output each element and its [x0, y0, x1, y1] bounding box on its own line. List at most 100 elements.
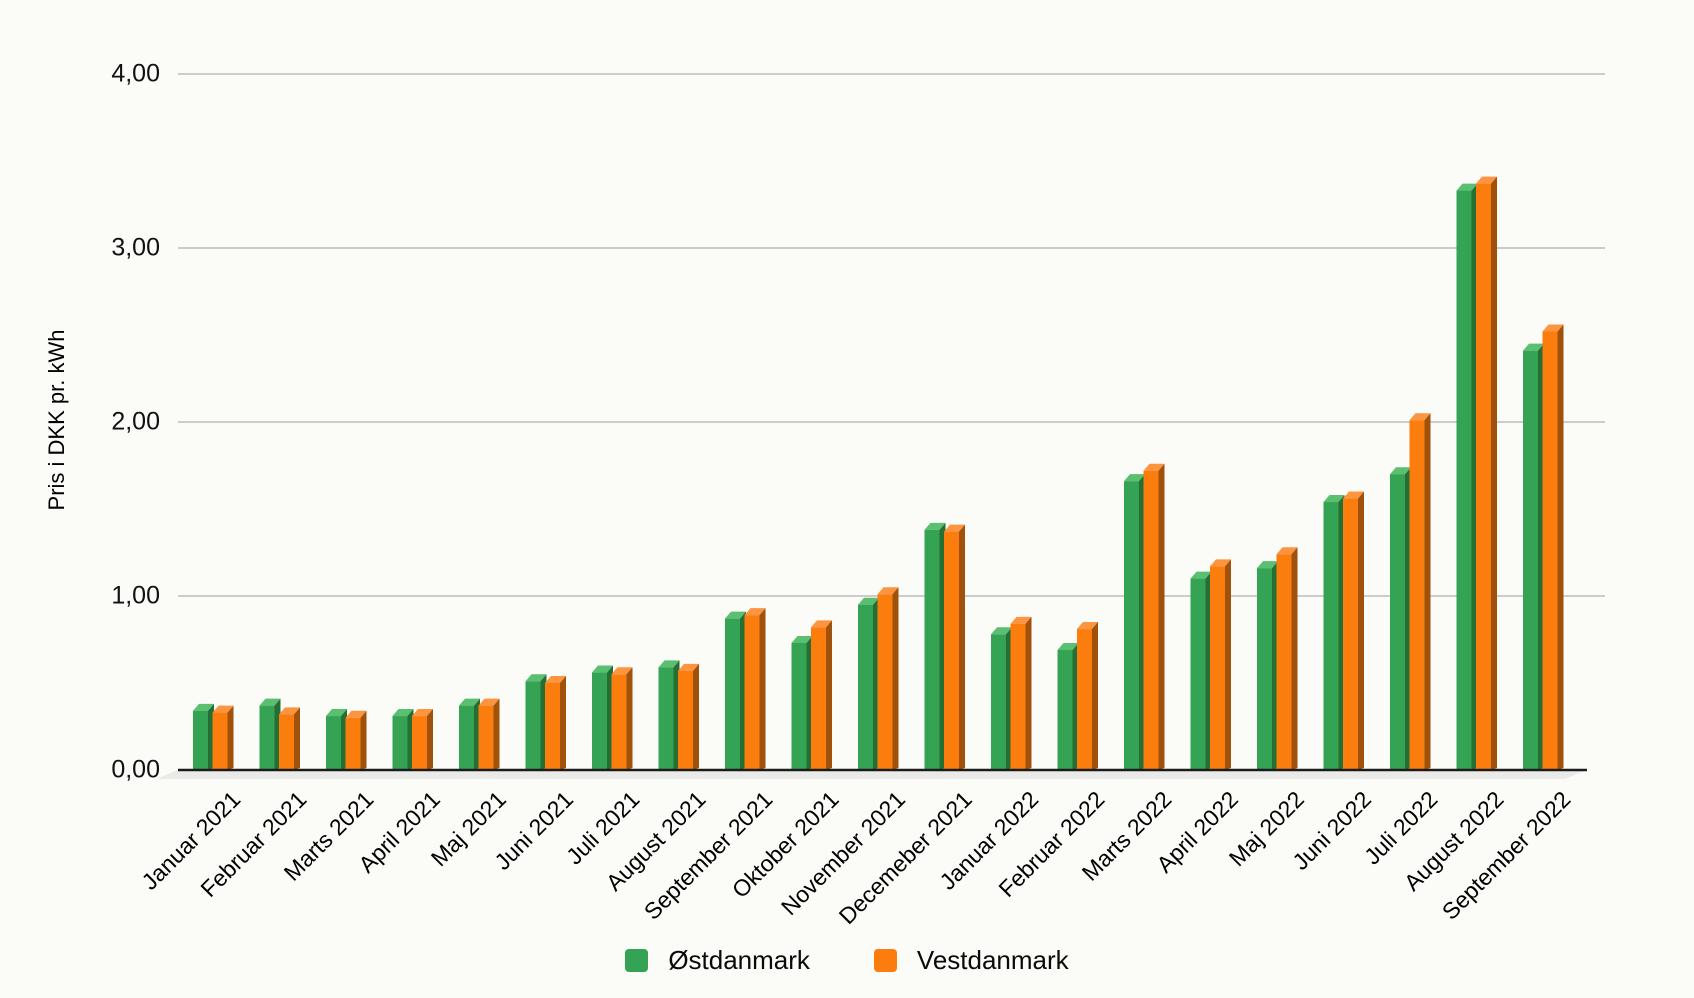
bar-top-vestdanmark-marts-2021: [345, 710, 367, 718]
bar-ostdanmark-marts-2022[interactable]: [1124, 481, 1139, 770]
y-tick-label-0,00: 0,00: [111, 755, 160, 784]
bar-top-vestdanmark-april-2021: [412, 709, 433, 717]
bar-side-vestdanmark-juni-2021: [560, 676, 566, 770]
bar-side-vestdanmark-maj-2022: [1291, 547, 1298, 770]
bar-side-vestdanmark-juli-2022: [1424, 413, 1431, 770]
bar-top-vestdanmark-april-2022: [1210, 559, 1231, 567]
bar-side-vestdanmark-februar-2021: [294, 707, 300, 770]
bar-side-vestdanmark-februar-2022: [1092, 622, 1098, 770]
bar-top-ostdanmark-august-2022: [1456, 183, 1478, 191]
bar-vestdanmark-juli-2021[interactable]: [611, 674, 627, 770]
bar-side-vestdanmark-decemeber-2021: [959, 524, 965, 770]
bar-side-vestdanmark-juni-2022: [1358, 491, 1364, 770]
bar-top-ostdanmark-maj-2021: [459, 698, 480, 706]
legend-swatch: [625, 949, 649, 972]
y-tick-label-4,00: 4,00: [111, 59, 160, 88]
bar-vestdanmark-marts-2022[interactable]: [1143, 470, 1159, 770]
bar-ostdanmark-januar-2022[interactable]: [991, 634, 1006, 770]
bar-top-vestdanmark-maj-2021: [478, 698, 500, 706]
bar-side-vestdanmark-marts-2022: [1158, 463, 1165, 770]
bar-top-vestdanmark-august-2022: [1476, 176, 1497, 184]
legend-item-vestdanmark[interactable]: Vestdanmark: [873, 945, 1069, 976]
bar-vestdanmark-juli-2022[interactable]: [1409, 420, 1425, 770]
bar-side-vestdanmark-oktober-2021: [826, 620, 832, 770]
bar-ostdanmark-august-2022[interactable]: [1456, 190, 1472, 770]
bar-side-vestdanmark-september-2022: [1557, 324, 1564, 770]
bar-vestdanmark-august-2022[interactable]: [1476, 183, 1491, 770]
bar-vestdanmark-marts-2021[interactable]: [345, 717, 361, 770]
bar-ostdanmark-decemeber-2021[interactable]: [924, 529, 940, 770]
bar-side-vestdanmark-marts-2021: [360, 710, 367, 770]
bar-top-vestdanmark-decemeber-2021: [944, 524, 965, 532]
bar-ostdanmark-juli-2021[interactable]: [592, 672, 607, 770]
bar-side-vestdanmark-juli-2021: [626, 667, 633, 770]
bar-top-vestdanmark-februar-2021: [279, 707, 300, 715]
bar-side-vestdanmark-januar-2021: [227, 705, 234, 770]
bar-vestdanmark-september-2021[interactable]: [744, 615, 760, 770]
bar-vestdanmark-januar-2022[interactable]: [1010, 623, 1026, 770]
bar-ostdanmark-juni-2021[interactable]: [525, 681, 541, 770]
chart-floor: [156, 770, 1587, 779]
legend-item-ostdanmark[interactable]: Østdanmark: [625, 945, 810, 976]
bar-ostdanmark-maj-2021[interactable]: [459, 705, 474, 770]
legend-label: Vestdanmark: [916, 945, 1069, 975]
bar-vestdanmark-november-2021[interactable]: [877, 594, 893, 770]
bar-ostdanmark-april-2022[interactable]: [1190, 578, 1206, 770]
bar-vestdanmark-august-2021[interactable]: [678, 670, 693, 770]
bar-top-vestdanmark-juni-2021: [545, 676, 566, 683]
bar-top-vestdanmark-august-2021: [678, 663, 699, 671]
y-tick-label-2,00: 2,00: [111, 407, 160, 436]
legend-label: Østdanmark: [668, 945, 810, 975]
bar-ostdanmark-november-2021[interactable]: [858, 604, 873, 770]
y-tick-label-1,00: 1,00: [111, 581, 160, 610]
bar-side-vestdanmark-april-2022: [1225, 559, 1231, 770]
bar-top-ostdanmark-juli-2021: [592, 665, 613, 673]
bar-side-vestdanmark-september-2021: [759, 608, 766, 770]
bar-vestdanmark-september-2022[interactable]: [1542, 331, 1558, 770]
bar-vestdanmark-april-2022[interactable]: [1210, 566, 1225, 770]
bar-top-vestdanmark-januar-2022: [1010, 616, 1032, 624]
bar-vestdanmark-maj-2021[interactable]: [478, 705, 494, 770]
bar-ostdanmark-juli-2022[interactable]: [1390, 474, 1405, 770]
bar-ostdanmark-oktober-2021[interactable]: [791, 642, 807, 770]
bar-vestdanmark-oktober-2021[interactable]: [811, 627, 826, 770]
bar-vestdanmark-februar-2021[interactable]: [279, 714, 294, 770]
bar-top-ostdanmark-juni-2022: [1323, 495, 1345, 503]
bar-ostdanmark-august-2021[interactable]: [658, 667, 674, 770]
legend-swatch: [873, 949, 897, 972]
y-axis-title: Pris i DKK pr. kWh: [44, 329, 69, 511]
bar-ostdanmark-januar-2021[interactable]: [193, 710, 208, 770]
bar-top-ostdanmark-juli-2022: [1390, 467, 1411, 475]
bar-top-ostdanmark-april-2022: [1190, 571, 1212, 579]
bar-top-ostdanmark-november-2021: [858, 597, 879, 605]
bar-top-vestdanmark-oktober-2021: [811, 620, 832, 628]
bar-ostdanmark-september-2022[interactable]: [1523, 350, 1538, 770]
bar-vestdanmark-maj-2022[interactable]: [1276, 554, 1292, 770]
bar-vestdanmark-decemeber-2021[interactable]: [944, 531, 959, 770]
bar-vestdanmark-februar-2022[interactable]: [1077, 629, 1092, 770]
bar-top-vestdanmark-september-2021: [744, 608, 766, 616]
bar-top-ostdanmark-marts-2021: [326, 709, 347, 717]
bar-ostdanmark-februar-2022[interactable]: [1057, 649, 1073, 770]
bar-vestdanmark-april-2021[interactable]: [412, 716, 427, 770]
bar-top-vestdanmark-september-2022: [1542, 324, 1564, 332]
bar-top-ostdanmark-februar-2022: [1057, 642, 1079, 650]
bar-top-ostdanmark-marts-2022: [1124, 474, 1145, 482]
bar-ostdanmark-juni-2022[interactable]: [1323, 502, 1339, 770]
bar-top-ostdanmark-oktober-2021: [791, 635, 813, 643]
bar-top-ostdanmark-september-2021: [725, 611, 746, 619]
bar-ostdanmark-april-2021[interactable]: [392, 716, 408, 770]
bar-ostdanmark-marts-2021[interactable]: [326, 716, 341, 770]
bar-top-ostdanmark-maj-2022: [1257, 561, 1278, 569]
bar-top-vestdanmark-marts-2022: [1143, 463, 1165, 471]
bar-vestdanmark-juni-2022[interactable]: [1343, 498, 1358, 770]
bar-ostdanmark-februar-2021[interactable]: [259, 705, 275, 770]
bar-top-ostdanmark-april-2021: [392, 709, 414, 717]
bar-ostdanmark-september-2021[interactable]: [725, 618, 740, 770]
bar-top-ostdanmark-februar-2021: [259, 698, 281, 706]
bar-vestdanmark-juni-2021[interactable]: [545, 683, 560, 770]
bar-vestdanmark-januar-2021[interactable]: [212, 712, 228, 770]
bar-ostdanmark-maj-2022[interactable]: [1257, 568, 1272, 770]
bar-top-vestdanmark-maj-2022: [1276, 547, 1298, 555]
